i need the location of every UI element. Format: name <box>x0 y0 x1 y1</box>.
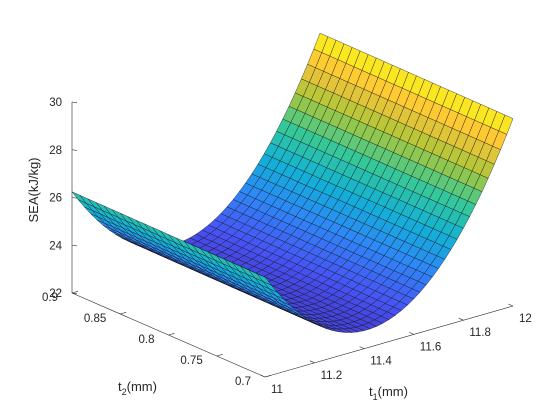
x-tick-mark <box>359 346 365 349</box>
z-tick-mark <box>71 292 78 294</box>
y-tick-label: 0.9 <box>42 292 58 304</box>
x-axis-label: t1(mm) <box>369 384 408 402</box>
y-tick-mark <box>71 291 79 294</box>
z-tick-label: 24 <box>49 240 62 252</box>
surface-plot <box>71 32 514 333</box>
x-tick-label: 11.4 <box>370 356 392 368</box>
y-tick-mark <box>216 354 223 357</box>
x-tick-mark <box>409 332 414 335</box>
x-tick-mark <box>458 317 464 321</box>
z-axis-label: SEA(kJ/kg) <box>26 157 41 222</box>
surface-patch <box>498 114 514 135</box>
x-tick-label: 11 <box>271 384 283 396</box>
x-tick-label: 12 <box>519 313 532 325</box>
x-tick-mark <box>309 360 315 364</box>
y-tick-label: 0.75 <box>180 355 202 367</box>
z-tick-mark <box>71 244 78 247</box>
z-tick-mark <box>71 197 78 199</box>
y-tick-mark <box>120 312 127 315</box>
x-axis-line <box>264 305 514 378</box>
y-tick-mark <box>264 375 272 378</box>
x-tick-mark <box>260 374 266 378</box>
x-tick-label: 11.6 <box>420 341 442 353</box>
z-tick-label: 26 <box>49 193 62 205</box>
x-tick-label: 11.8 <box>469 327 491 339</box>
z-tick-label: 22 <box>49 288 62 300</box>
z-tick-label: 28 <box>49 145 62 157</box>
axis-ticks: 22 24 26 28 30 0.7 0.75 0.8 0.85 0.9 11 11.2 11.4 11.… <box>42 97 532 396</box>
y-axis-label: t2(mm) <box>118 379 157 397</box>
y-tick-label: 0.8 <box>139 334 155 346</box>
x-tick-label: 11.2 <box>321 370 343 382</box>
z-tick-label: 30 <box>49 97 62 109</box>
x-tick-mark <box>508 303 514 307</box>
y-tick-label: 0.7 <box>235 376 251 388</box>
z-tick-mark <box>71 101 78 103</box>
y-tick-mark <box>168 333 175 336</box>
y-tick-label: 0.85 <box>84 313 106 325</box>
z-tick-mark <box>71 149 78 151</box>
